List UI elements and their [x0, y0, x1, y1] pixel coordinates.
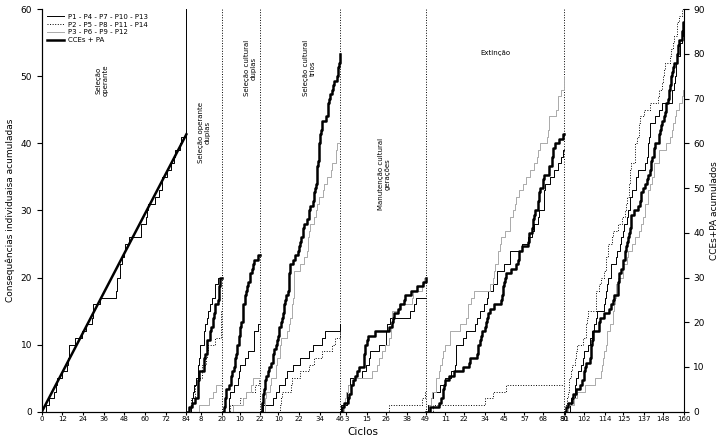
Text: Extinção: Extinção — [480, 50, 510, 56]
Y-axis label: Consequências individuaisa acumuladas: Consequências individuaisa acumuladas — [6, 119, 15, 302]
X-axis label: Ciclos: Ciclos — [347, 427, 378, 437]
Text: Seleção cultural
duplas: Seleção cultural duplas — [244, 40, 257, 96]
Text: Seleção operante
duplas: Seleção operante duplas — [198, 102, 211, 163]
Legend: P1 - P4 - P7 - P10 - P13, P2 - P5 - P8 - P11 - P14, P3 - P6 - P9 - P12, CCEs + P: P1 - P4 - P7 - P10 - P13, P2 - P5 - P8 -… — [45, 12, 149, 44]
Text: Seleção cultural
trios: Seleção cultural trios — [303, 40, 316, 96]
Text: Manutenção cultural
gerações: Manutenção cultural gerações — [378, 138, 391, 210]
Y-axis label: CCEs+PA acumulados: CCEs+PA acumulados — [710, 161, 719, 260]
Text: Seleção
operante: Seleção operante — [96, 65, 109, 96]
